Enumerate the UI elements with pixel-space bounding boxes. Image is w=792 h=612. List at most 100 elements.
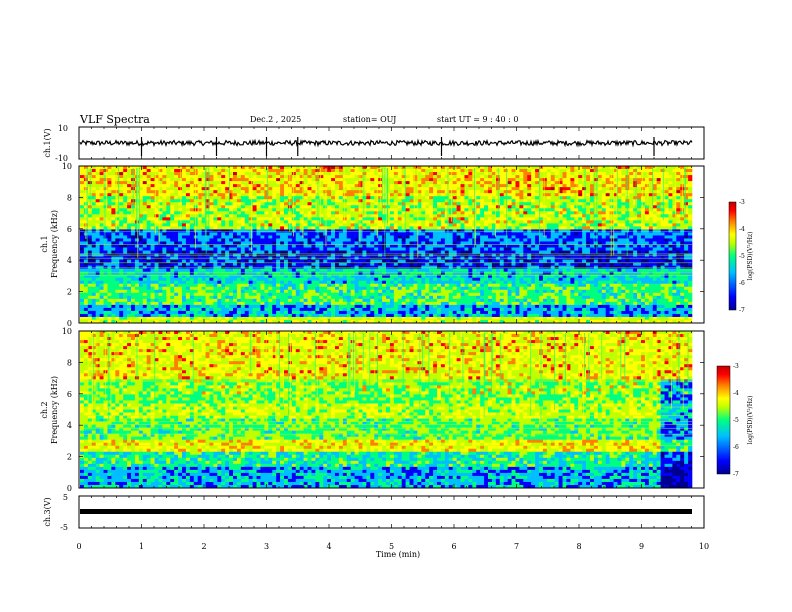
spectrogram-cell	[154, 175, 159, 179]
spectrogram-cell	[495, 241, 501, 245]
spectrogram-cell	[342, 235, 348, 239]
spectrogram-cell	[613, 220, 618, 224]
spectrogram-cell	[637, 241, 642, 245]
spectrogram-cell	[448, 220, 453, 224]
spectrogram-cell	[370, 247, 375, 251]
spectrogram-cell	[409, 172, 414, 176]
spectrogram-cell	[464, 250, 469, 254]
spectrogram-cell	[174, 208, 179, 212]
spectrogram-cell	[633, 178, 638, 182]
spectrogram-cell	[574, 226, 579, 230]
spectrogram-cell	[546, 211, 552, 215]
spectrogram-cell	[574, 181, 579, 185]
spectrogram-cell	[91, 232, 96, 236]
spectrogram-cell	[664, 169, 669, 173]
spectrogram-cell	[268, 250, 273, 254]
spectrogram-cell	[123, 238, 128, 242]
spectrogram-cell	[425, 259, 430, 263]
spectrogram-cell	[605, 175, 610, 179]
spectrogram-cell	[484, 238, 489, 242]
spectrogram-cell	[495, 217, 501, 221]
spectrogram-cell	[178, 211, 183, 215]
spectrogram-cell	[574, 178, 579, 182]
spectrogram-cell	[327, 247, 332, 251]
spectrogram-cell	[319, 223, 324, 227]
spectrogram-cell	[236, 196, 242, 200]
spectrogram-cell	[252, 250, 257, 254]
spectrogram-cell	[597, 232, 603, 236]
spectrogram-cell	[554, 202, 559, 206]
spectrogram-cell	[405, 220, 410, 224]
spectrogram-cell	[448, 259, 453, 263]
spectrogram-cell	[507, 247, 512, 251]
spectrogram-cell	[209, 241, 214, 245]
spectrogram-cell	[586, 232, 591, 236]
spectrogram-cell	[335, 214, 340, 218]
spectrogram-cell	[531, 178, 536, 182]
spectrogram-cell	[468, 259, 473, 263]
spectrogram-cell	[315, 184, 320, 188]
spectrogram-cell	[476, 250, 481, 254]
spectrogram-cell	[303, 193, 308, 197]
spectrogram-cell	[452, 238, 457, 242]
spectrogram-cell	[515, 259, 520, 263]
spectrogram-cell	[468, 199, 473, 203]
spectrogram-cell	[354, 166, 359, 170]
spectrogram-cell	[323, 259, 328, 263]
spectrogram-cell	[174, 178, 179, 182]
spectrogram-cell	[299, 187, 304, 191]
spectrogram-cell	[480, 259, 485, 263]
spectrogram-cell	[617, 211, 622, 215]
spectrogram-cell	[213, 187, 218, 191]
spectrogram-cell	[123, 169, 128, 173]
spectrogram-cell	[158, 202, 163, 206]
spectrogram-cell	[644, 166, 650, 170]
spectrogram-cell	[354, 187, 359, 191]
spectrogram-cell	[291, 247, 297, 251]
spectrogram-cell	[115, 241, 120, 245]
spectrogram-cell	[413, 259, 418, 263]
spectrogram-cell	[664, 238, 669, 242]
spectrogram-cell	[664, 184, 669, 188]
spectrogram-cell	[629, 172, 634, 176]
spectrogram-cell	[680, 220, 685, 224]
spectrogram-cell	[644, 229, 650, 233]
spectrogram-cell	[539, 166, 544, 170]
spectrogram-cell	[558, 223, 563, 227]
spectrogram-cell	[138, 211, 144, 215]
spectrogram-cell	[350, 199, 355, 203]
spectrogram-cell	[197, 181, 202, 185]
spectrogram-cell	[656, 190, 661, 194]
spectrogram-cell	[178, 166, 183, 170]
spectrogram-cell	[550, 205, 555, 209]
spectrogram-cell	[641, 184, 646, 188]
spectrogram-cell	[185, 226, 191, 230]
spectrogram-cell	[437, 229, 442, 233]
spectrogram-cell	[464, 205, 469, 209]
spectrogram-cell	[531, 235, 536, 239]
spectrogram-cell	[566, 208, 571, 212]
spectrogram-cell	[558, 175, 563, 179]
spectrogram-cell	[178, 232, 183, 236]
spectrogram-cell	[260, 214, 265, 218]
spectrogram-cell	[676, 223, 681, 227]
spectrogram-cell	[668, 211, 673, 215]
spectrogram-cell	[539, 217, 544, 221]
spectrogram-cell	[609, 244, 614, 248]
spectrogram-cell	[221, 232, 226, 236]
spectrogram-cell	[409, 241, 414, 245]
spectrogram-cell	[554, 196, 559, 200]
spectrogram-cell	[370, 196, 375, 200]
spectrogram-cell	[221, 220, 226, 224]
spectrogram-cell	[456, 223, 461, 227]
spectrogram-cell	[272, 241, 277, 245]
spectrogram-cell	[303, 235, 308, 239]
spectrogram-cell	[264, 199, 269, 203]
spectrogram-cell	[142, 244, 147, 248]
spectrogram-cell	[597, 175, 603, 179]
spectrogram-cell	[578, 181, 583, 185]
spectrogram-cell	[331, 202, 336, 206]
spectrogram-cell	[452, 202, 457, 206]
spectrogram-cell	[499, 220, 504, 224]
spectrogram-cell	[311, 178, 316, 182]
